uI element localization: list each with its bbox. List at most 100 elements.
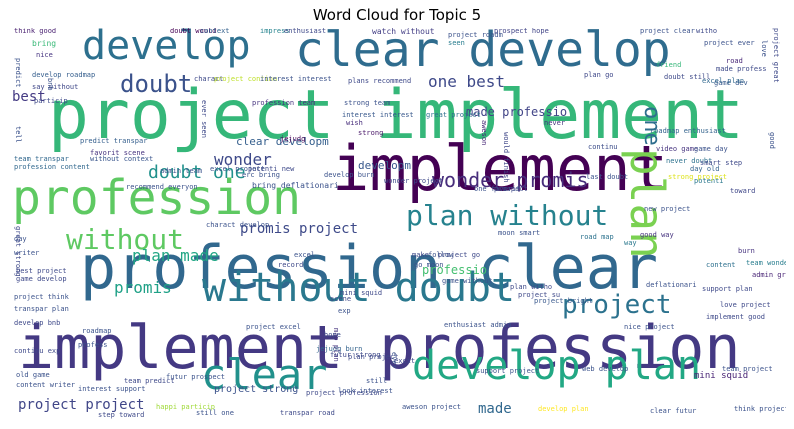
cloud-word: implement profession — [18, 313, 741, 383]
cloud-word: watch without — [372, 28, 435, 36]
cloud-word: project think — [14, 293, 69, 301]
cloud-word: day — [14, 235, 27, 243]
cloud-word: make — [412, 251, 429, 259]
cloud-word: friend — [656, 61, 682, 69]
cloud-word: content — [706, 261, 736, 269]
cloud-word: tell — [14, 126, 22, 143]
cloud-word: smart step — [700, 159, 743, 167]
cloud-word: bnb — [46, 78, 54, 91]
cloud-word: promis project — [240, 221, 359, 237]
cloud-word: plan — [620, 148, 674, 259]
cloud-word: roadmap — [82, 327, 112, 335]
cloud-word: witho — [696, 28, 718, 35]
cloud-word: clear develop — [295, 28, 671, 78]
cloud-word: new project — [644, 205, 691, 213]
cloud-word: say without — [32, 83, 79, 91]
cloud-word: burn — [738, 247, 755, 255]
cloud-word: strong team — [344, 99, 391, 107]
cloud-word: one favorit — [474, 185, 521, 193]
cloud-word: project great — [772, 28, 780, 83]
cloud-word: recommend everyon — [126, 183, 198, 191]
cloud-word: record — [278, 261, 304, 269]
cloud-word: project project — [18, 397, 145, 413]
cloud-word: plan witho — [510, 283, 553, 291]
cloud-word: plan project — [348, 353, 399, 361]
cloud-word: would finish — [502, 132, 510, 183]
cloud-word: ever seen — [200, 100, 208, 138]
cloud-word: transpar road — [280, 409, 335, 417]
cloud-word: content writer — [16, 381, 76, 389]
cloud-word: go moon — [414, 261, 444, 269]
cloud-word: interest interest — [342, 111, 414, 119]
cloud-word: web develop — [582, 365, 629, 373]
cloud-word: clear — [201, 350, 328, 399]
cloud-word: follow — [428, 251, 454, 259]
cloud-word: prospect — [494, 185, 528, 193]
cloud-word: toward — [730, 187, 756, 195]
cloud-word: plans recommend — [348, 77, 412, 85]
cloud-word: project excel — [246, 323, 301, 331]
cloud-word: last doubt — [586, 173, 629, 181]
cloud-word: implement good — [706, 313, 766, 321]
cloud-word: wonder promis — [432, 168, 589, 192]
cloud-word: project roadm — [448, 31, 503, 39]
cloud-word: still one — [196, 409, 234, 417]
cloud-word: project profession — [306, 389, 382, 397]
cloud-word: map plan — [332, 328, 340, 362]
cloud-word: futur strong — [330, 351, 381, 359]
cloud-word: admin team — [160, 167, 203, 175]
cloud-word: excit — [394, 357, 416, 365]
cloud-word: team wonder — [746, 259, 786, 267]
cloud-word: one best — [428, 72, 506, 91]
cloud-word: aweson project — [402, 403, 462, 411]
cloud-word: nice — [36, 51, 53, 59]
cloud-word: doubt — [120, 70, 193, 98]
cloud-word: transpar plan — [14, 305, 69, 313]
cloud-word: love — [760, 40, 768, 57]
cloud-word: project go — [438, 251, 481, 259]
cloud-word: mini squid — [694, 371, 749, 381]
cloud-word: develop — [82, 28, 251, 69]
cloud-word: develop plan — [412, 343, 701, 389]
cloud-word: nice project — [624, 323, 675, 331]
cloud-word: jejudg — [280, 135, 306, 143]
cloud-word: way — [624, 239, 637, 247]
cloud-word: scene — [330, 295, 352, 303]
cloud-word: bring — [32, 39, 57, 48]
cloud-word: hope — [324, 331, 341, 339]
cloud-word: great strong — [14, 226, 22, 277]
cloud-word: impress — [260, 28, 290, 35]
cloud-word: excel — [294, 251, 316, 259]
cloud-word: doubt would — [170, 28, 217, 35]
cloud-word: day old — [690, 165, 720, 173]
cloud-word: continu exp — [14, 347, 61, 355]
cloud-word: doubt still — [664, 73, 711, 81]
cloud-word: interest interest — [260, 75, 332, 83]
cloud-word: strong project — [668, 173, 728, 181]
cloud-word: jejudg burn — [316, 345, 363, 353]
cloud-word: enthusiast admin — [444, 321, 512, 329]
cloud-word: develop bnb — [14, 319, 61, 327]
cloud-word: moon smart — [498, 229, 541, 237]
cloud-word: never — [544, 119, 566, 127]
cloud-word: made — [478, 401, 512, 417]
cloud-word: project — [562, 290, 672, 320]
word-cloud: project implement profession clear impleme… — [10, 28, 786, 420]
cloud-word: game develop — [16, 275, 67, 283]
cloud-word: prospect hope — [494, 28, 549, 35]
cloud-word: roadmap enthusiast — [650, 127, 726, 135]
cloud-word: predict transpar — [80, 137, 148, 145]
cloud-word: exp — [338, 307, 351, 315]
cloud-word: without doubt — [202, 265, 516, 311]
cloud-word: think project — [734, 405, 786, 413]
cloud-word: plan go — [584, 71, 614, 79]
cloud-word: best — [12, 89, 46, 105]
cloud-word: wish — [346, 119, 363, 127]
cloud-word: professio — [422, 263, 488, 277]
cloud-word: one — [639, 106, 664, 146]
cloud-word: interest support — [78, 385, 146, 393]
cloud-word: look interest — [338, 387, 393, 395]
cloud-word: profession — [12, 170, 301, 226]
cloud-word: profession clear — [80, 233, 658, 303]
cloud-word: project continu — [214, 75, 278, 83]
